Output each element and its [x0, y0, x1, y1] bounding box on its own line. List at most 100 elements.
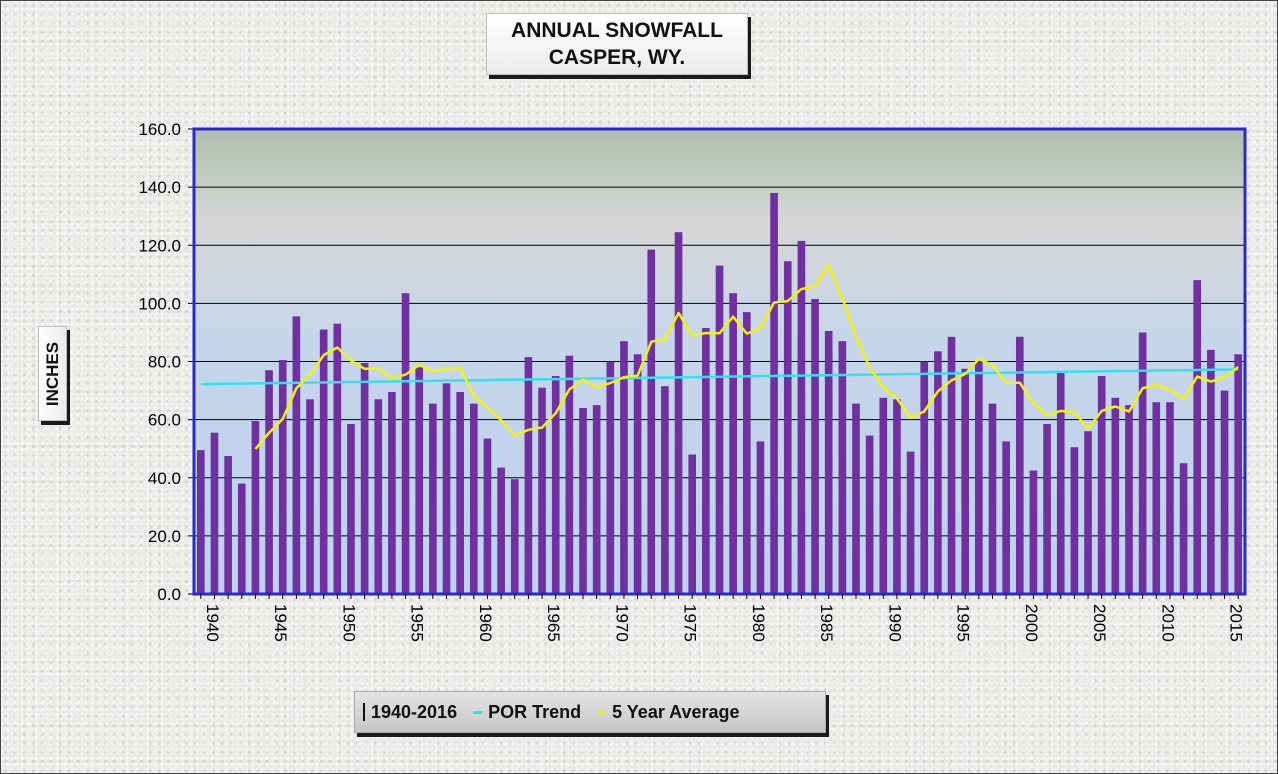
- bar: [456, 392, 464, 594]
- bar: [906, 451, 915, 594]
- bar: [319, 329, 328, 594]
- y-tick-label: 100.0: [138, 294, 181, 313]
- x-tick-label: 2015: [1227, 604, 1246, 642]
- bar: [852, 403, 860, 594]
- bar: [1029, 470, 1038, 594]
- bar: [510, 479, 519, 594]
- y-axis-label-box: INCHES: [38, 326, 67, 421]
- bar: [1179, 463, 1188, 594]
- bar: [742, 312, 751, 594]
- y-tick-label: 40.0: [148, 469, 181, 488]
- y-tick-label: 20.0: [148, 527, 181, 546]
- bar: [770, 192, 778, 594]
- bar: [579, 408, 587, 594]
- bar: [497, 467, 505, 594]
- title-line-1: ANNUAL SNOWFALL: [511, 19, 723, 42]
- bar: [1220, 390, 1229, 594]
- bar: [647, 249, 656, 594]
- bar: [1125, 405, 1133, 594]
- bar: [811, 299, 819, 594]
- legend-bar-label: 1940-2016: [371, 701, 458, 722]
- bar: [292, 316, 301, 594]
- bar: [278, 360, 287, 594]
- title-line-2: CASPER, WY.: [548, 46, 686, 69]
- x-tick-label: 1985: [817, 604, 836, 642]
- bar: [551, 376, 560, 594]
- x-tick-label: 2005: [1090, 604, 1109, 642]
- x-tick-label: 1940: [203, 604, 222, 642]
- legend: 1940-2016 POR Trend 5 Year Average: [354, 691, 826, 733]
- bar: [442, 383, 451, 594]
- bar: [251, 421, 260, 594]
- bar: [1070, 447, 1079, 594]
- bar: [947, 336, 956, 594]
- legend-trend-label: POR Trend: [488, 701, 582, 722]
- bar: [824, 330, 833, 594]
- bar: [1084, 431, 1092, 594]
- bar: [265, 370, 273, 594]
- x-tick-label: 1955: [408, 604, 427, 642]
- bar: [838, 341, 847, 594]
- bar: [756, 441, 765, 594]
- bar: [1056, 371, 1065, 594]
- bar: [975, 361, 983, 594]
- x-tick-label: 1965: [544, 604, 563, 642]
- bar: [893, 399, 901, 594]
- bar: [306, 399, 314, 594]
- x-tick-label: 1970: [612, 604, 631, 642]
- bar: [1166, 402, 1174, 594]
- bar: [415, 367, 424, 594]
- bar: [920, 361, 929, 594]
- bar: [661, 386, 669, 594]
- y-tick-label: 140.0: [138, 178, 181, 197]
- bar: [347, 423, 355, 594]
- bar: [538, 387, 546, 594]
- bar: [879, 397, 888, 594]
- bar: [483, 438, 492, 594]
- bar: [620, 341, 628, 594]
- bar: [374, 399, 383, 594]
- bar: [1207, 349, 1215, 594]
- bar: [197, 450, 205, 594]
- y-tick-label: 160.0: [138, 120, 181, 139]
- bar: [783, 261, 792, 594]
- bar: [715, 265, 724, 594]
- bar: [1193, 280, 1202, 594]
- bar: [1138, 332, 1147, 594]
- bar: [688, 454, 697, 594]
- legend-average-label: 5 Year Average: [612, 701, 740, 722]
- bar: [865, 435, 874, 594]
- x-tick-label: 1960: [476, 604, 495, 642]
- x-tick-label: 1945: [271, 604, 290, 642]
- y-tick-label: 60.0: [148, 411, 181, 430]
- chart-title: ANNUAL SNOWFALL CASPER, WY.: [486, 13, 748, 75]
- bar: [388, 392, 396, 594]
- bar: [729, 293, 737, 594]
- legend-average-swatch: [597, 710, 607, 714]
- legend-trend-swatch: [473, 710, 483, 714]
- bar: [1111, 397, 1120, 594]
- legend-item-average: 5 Year Average: [597, 701, 740, 723]
- x-tick-label: 1950: [339, 604, 358, 642]
- x-tick-label: 1990: [885, 604, 904, 642]
- x-tick-label: 1995: [954, 604, 973, 642]
- bar: [401, 293, 410, 594]
- bar: [1015, 336, 1024, 594]
- five-year-average-line: [254, 264, 1239, 450]
- bar: [333, 323, 342, 594]
- bar: [224, 455, 232, 594]
- bar: [360, 362, 369, 594]
- bar: [1234, 354, 1242, 594]
- y-tick-label: 120.0: [138, 236, 181, 255]
- bar: [592, 405, 601, 594]
- bar: [1002, 441, 1010, 594]
- legend-bar-swatch: [363, 703, 365, 721]
- bar: [210, 432, 219, 594]
- bar: [565, 355, 574, 594]
- bar: [237, 483, 246, 594]
- bar: [524, 357, 533, 594]
- x-tick-label: 2000: [1022, 604, 1041, 642]
- bar: [1152, 402, 1161, 594]
- legend-item-trend: POR Trend: [473, 702, 581, 723]
- bar: [1043, 423, 1051, 594]
